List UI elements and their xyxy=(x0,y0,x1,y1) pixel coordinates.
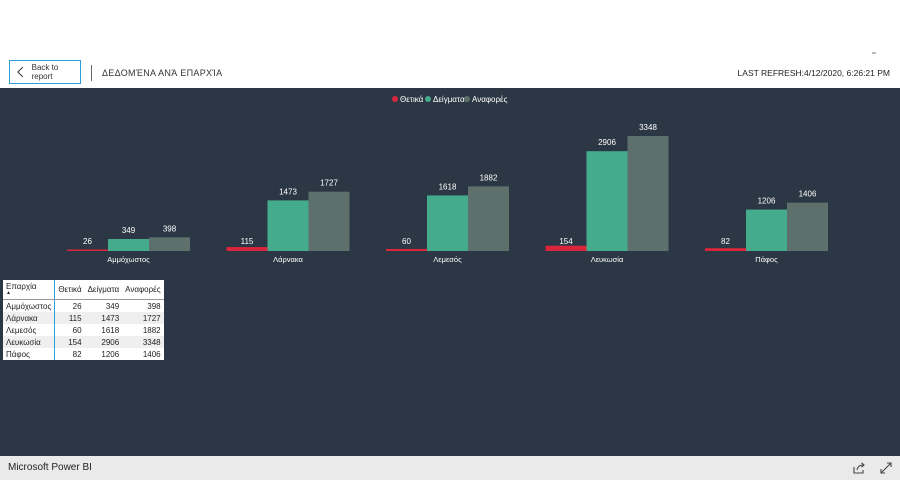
bar[interactable] xyxy=(149,237,190,251)
top-blank-area xyxy=(0,0,900,58)
data-label: 1406 xyxy=(799,190,817,199)
data-label: 115 xyxy=(241,237,254,246)
table-cell: 115 xyxy=(54,312,85,324)
bar[interactable] xyxy=(386,248,427,251)
data-label: 154 xyxy=(559,237,573,246)
table-cell: 154 xyxy=(54,336,85,348)
table-cell: Λευκωσία xyxy=(3,336,56,348)
table-cell: 349 xyxy=(105,301,120,311)
legend-marker xyxy=(392,96,398,102)
table-cell: 1618 xyxy=(101,325,120,335)
bar[interactable] xyxy=(267,200,309,251)
legend-label[interactable]: Δείγματα xyxy=(433,95,465,104)
header-label: Επαρχία xyxy=(6,282,37,291)
header-divider xyxy=(91,65,92,81)
table-cell: 60 xyxy=(72,325,82,335)
table-cell: 1473 xyxy=(84,312,123,324)
last-refresh-text: LAST REFRESH:4/12/2020, 6:26:21 PM xyxy=(737,68,890,78)
page-title: ΔΕΔΟΜΈΝΑ ΑΝΆ ΕΠΑΡΧΊΑ xyxy=(102,68,223,78)
bar[interactable] xyxy=(627,136,669,251)
table-cell: Αμμόχωστος xyxy=(3,299,56,312)
corner-mark xyxy=(872,52,876,54)
data-label: 60 xyxy=(402,237,411,246)
data-label: 1473 xyxy=(279,187,297,196)
table-row: Λάρνακα 115 1473 1727 xyxy=(3,312,164,324)
table-cell: Λεμεσός xyxy=(3,324,56,336)
footer-bar: Microsoft Power BI xyxy=(0,456,900,480)
data-label: 1727 xyxy=(320,179,338,188)
table-header-cell[interactable]: Δείγματα xyxy=(84,280,123,300)
chevron-left-icon xyxy=(17,66,24,78)
legend-marker xyxy=(425,96,431,102)
fullscreen-icon[interactable] xyxy=(879,461,893,475)
bar[interactable] xyxy=(705,248,746,251)
table-cell: 1882 xyxy=(142,325,161,335)
bar[interactable] xyxy=(108,239,149,251)
table-row: Αμμόχωστος 26 349 398 xyxy=(3,299,164,312)
data-label: 398 xyxy=(163,224,177,233)
data-label: 82 xyxy=(721,237,730,246)
bar-chart: Θετικά Δείγματα Αναφορές 26 349 398 Αμμόχωστος… xyxy=(67,95,828,264)
table-row: Λεμεσός 60 1618 1882 xyxy=(3,324,164,336)
category-label: Πάφος xyxy=(755,255,778,264)
data-label: 26 xyxy=(83,237,92,246)
data-label: 349 xyxy=(122,226,136,235)
bar[interactable] xyxy=(746,209,787,251)
bar[interactable] xyxy=(308,191,350,251)
data-label: 1882 xyxy=(480,173,498,182)
table-cell: 1727 xyxy=(122,312,164,324)
data-label: 1206 xyxy=(758,197,776,206)
bar[interactable] xyxy=(586,151,628,251)
sort-ascending-icon: ▲ xyxy=(6,290,11,296)
table-cell: 26 xyxy=(72,301,82,311)
bar[interactable] xyxy=(427,195,468,251)
table-header-cell[interactable]: Επαρχία ▲ xyxy=(3,280,56,300)
table-cell: 82 xyxy=(72,349,82,359)
data-label: 3348 xyxy=(639,123,657,132)
table-header-cell[interactable]: Αναφορές xyxy=(122,280,164,300)
bar[interactable] xyxy=(545,245,587,251)
bar[interactable] xyxy=(67,249,108,252)
category-label: Αμμόχωστος xyxy=(107,255,150,264)
table-row: Λευκωσία 154 2906 3348 xyxy=(3,336,164,348)
back-to-report-label: Back to report xyxy=(31,63,59,81)
table-cell: Λάρνακα xyxy=(3,312,56,324)
bar[interactable] xyxy=(226,247,268,251)
table-cell: 1206 xyxy=(101,349,120,359)
table-cell: 1406 xyxy=(142,349,161,359)
data-label: 2906 xyxy=(598,138,616,147)
category-label: Λευκωσία xyxy=(591,255,624,264)
table-header-row: Επαρχία ▲ Θετικά Δείγματα Αναφορές xyxy=(3,280,164,300)
bar[interactable] xyxy=(468,186,509,251)
category-label: Λάρνακα xyxy=(273,255,303,264)
data-label: 1618 xyxy=(439,182,457,191)
bar[interactable] xyxy=(787,202,828,251)
table-cell: 2906 xyxy=(84,336,123,348)
table-cell: 3348 xyxy=(122,336,164,348)
report-canvas: Θετικά Δείγματα Αναφορές 26 349 398 Αμμόχωστος… xyxy=(0,88,900,456)
table-row: Πάφος 82 1206 1406 xyxy=(3,348,164,360)
data-table: Επαρχία ▲ Θετικά Δείγματα Αναφορές Αμμόχ… xyxy=(3,280,164,360)
back-to-report-button[interactable]: Back to report xyxy=(9,60,81,84)
table-header-cell[interactable]: Θετικά xyxy=(54,280,85,300)
legend-label[interactable]: Αναφορές xyxy=(472,95,508,104)
share-icon[interactable] xyxy=(852,461,866,475)
report-header: Back to report ΔΕΔΟΜΈΝΑ ΑΝΆ ΕΠΑΡΧΊΑ LAST… xyxy=(0,58,900,88)
table-cell: Πάφος xyxy=(3,348,56,360)
legend-label[interactable]: Θετικά xyxy=(400,95,424,104)
footer-brand: Microsoft Power BI xyxy=(8,462,92,473)
category-label: Λεμεσός xyxy=(433,255,462,264)
table-cell: 398 xyxy=(147,301,161,311)
legend-marker xyxy=(464,96,470,102)
